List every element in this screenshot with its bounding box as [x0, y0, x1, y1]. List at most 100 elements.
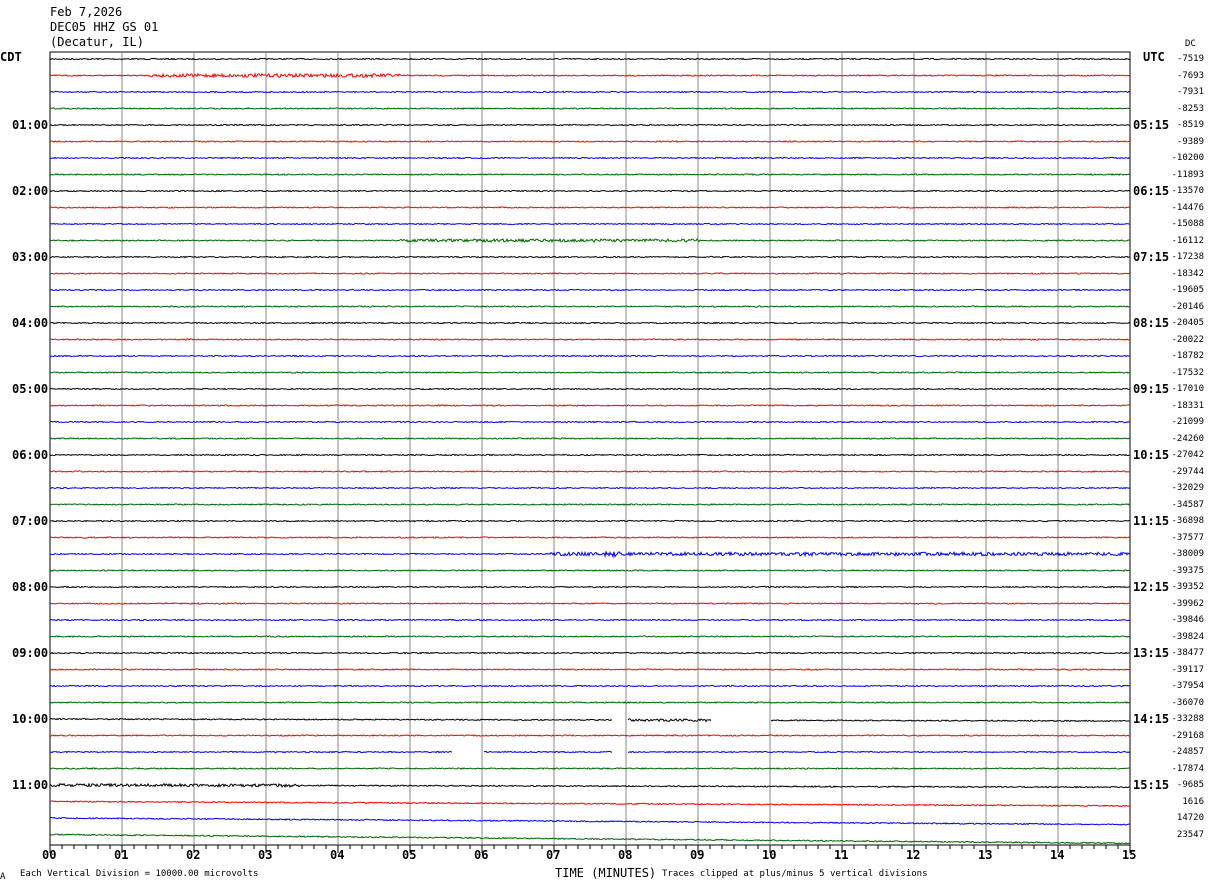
- cdt-hour-label: 11:00: [12, 778, 49, 792]
- trace-offset-label: -17532: [1171, 367, 1204, 378]
- trace-offset-label: -7693: [1176, 70, 1204, 81]
- date-label: Feb 7,2026: [50, 5, 123, 19]
- seismic-trace: [49, 684, 1131, 688]
- trace-offset-label: -29168: [1171, 730, 1204, 741]
- left-timezone-label: CDT: [0, 50, 22, 64]
- seismic-trace: [49, 486, 1131, 490]
- seismic-trace: [49, 272, 1131, 275]
- trace-offset-label: -37954: [1171, 681, 1204, 691]
- seismic-trace: [49, 206, 1131, 209]
- seismic-trace: [49, 800, 1131, 808]
- seismic-trace: [49, 503, 1131, 506]
- x-tick-label: 04: [330, 848, 345, 862]
- trace-offset-label: -11893: [1171, 169, 1204, 180]
- cdt-hour-label: 03:00: [12, 250, 49, 264]
- trace-offset-label: -39846: [1171, 615, 1204, 625]
- x-tick-label: 07: [546, 848, 561, 862]
- seismic-trace: [50, 420, 1131, 424]
- x-tick-label: 03: [258, 848, 273, 862]
- seismic-trace: [49, 387, 1131, 391]
- seismic-trace: [49, 767, 1131, 770]
- trace-offset-label: 1616: [1182, 796, 1204, 807]
- x-tick-label: 09: [690, 848, 705, 862]
- seismic-trace: [49, 189, 1131, 193]
- trace-offset-label: -14476: [1171, 202, 1204, 213]
- trace-offset-label: -17010: [1171, 384, 1204, 394]
- trace-offset-label: -20022: [1171, 334, 1204, 345]
- x-tick-label: 08: [618, 848, 633, 862]
- cdt-hour-label: 01:00: [12, 118, 49, 132]
- x-tick-label: 10: [762, 848, 777, 862]
- cdt-hour-label: 08:00: [12, 580, 49, 594]
- cdt-hour-label: 09:00: [12, 646, 49, 660]
- trace-offset-label: -33288: [1171, 714, 1204, 724]
- trace-offset-label: -27042: [1171, 450, 1204, 460]
- trace-offset-label: -39962: [1171, 598, 1204, 609]
- seismic-trace: [49, 651, 1131, 655]
- seismic-trace: [49, 107, 1131, 110]
- seismic-trace: [49, 237, 1131, 244]
- seismic-trace: [49, 57, 1131, 61]
- trace-offset-label: -18331: [1171, 400, 1204, 411]
- trace-offset-label: -17874: [1171, 763, 1204, 774]
- x-tick-label: 06: [474, 848, 489, 862]
- seismic-trace: [49, 453, 1131, 457]
- location-label: (Decatur, IL): [50, 35, 144, 49]
- seismic-trace: [50, 437, 1131, 440]
- corner-mark: A: [0, 872, 6, 882]
- trace-offset-label: -24857: [1171, 747, 1204, 757]
- seismic-trace: [49, 156, 1131, 160]
- trace-offset-label: -39117: [1171, 664, 1204, 675]
- cdt-hour-label: 04:00: [12, 316, 49, 330]
- trace-offset-label: -17238: [1171, 252, 1204, 262]
- seismic-trace: [49, 305, 1131, 308]
- trace-offset-label: -36898: [1171, 516, 1204, 526]
- seismic-trace: [50, 354, 1131, 358]
- trace-offset-label: -7931: [1176, 87, 1204, 97]
- trace-offset-label: -9389: [1176, 136, 1204, 147]
- x-tick-label: 15: [1122, 848, 1137, 862]
- seismic-trace: [49, 602, 1131, 605]
- trace-offset-label: -8253: [1176, 103, 1204, 114]
- plot-frame: [49, 51, 1131, 846]
- seismic-trace: [49, 569, 1131, 572]
- cdt-hour-label: 10:00: [12, 712, 49, 726]
- trace-offset-label: -39375: [1171, 565, 1204, 576]
- x-tick-label: 05: [402, 848, 417, 862]
- utc-hour-label: 15:15: [1133, 778, 1170, 792]
- trace-offset-label: -18782: [1171, 351, 1204, 361]
- x-axis-label: TIME (MINUTES): [555, 866, 657, 880]
- trace-offset-label: -38477: [1171, 648, 1204, 658]
- trace-offset-label: 14720: [1176, 813, 1204, 823]
- seismic-trace: [49, 618, 1131, 622]
- utc-hour-label: 10:15: [1133, 448, 1170, 462]
- seismic-trace: [49, 833, 1131, 845]
- trace-offset-label: -9685: [1176, 780, 1204, 790]
- seismic-trace: [49, 734, 1131, 737]
- trace-offset-label: -20405: [1171, 318, 1204, 328]
- seismic-trace: [49, 782, 1131, 789]
- station-label: DEC05 HHZ GS 01: [50, 20, 159, 34]
- trace-offset-label: -18342: [1171, 268, 1204, 279]
- utc-hour-label: 12:15: [1133, 580, 1170, 594]
- cdt-hour-label: 05:00: [12, 382, 49, 396]
- right-timezone-label: UTC: [1143, 50, 1165, 64]
- seismic-trace: [49, 750, 1131, 754]
- seismic-trace: [49, 140, 1131, 143]
- clipping-note: Traces clipped at plus/minus 5 vertical …: [662, 869, 928, 879]
- utc-hour-label: 11:15: [1133, 514, 1170, 528]
- trace-offset-label: -13570: [1171, 186, 1204, 196]
- seismic-trace: [49, 173, 1131, 176]
- x-tick-label: 13: [978, 848, 993, 862]
- seismic-trace: [49, 288, 1131, 292]
- cdt-hour-label: 07:00: [12, 514, 49, 528]
- x-tick-label: 01: [114, 848, 129, 862]
- x-tick-label: 02: [186, 848, 201, 862]
- seismic-trace: [49, 470, 1131, 473]
- trace-offset-label: -19605: [1171, 285, 1204, 295]
- trace-offset-label: -39352: [1171, 582, 1204, 592]
- x-tick-label: 14: [1050, 848, 1065, 862]
- trace-offset-label: -39824: [1171, 631, 1204, 642]
- seismic-trace: [50, 371, 1131, 374]
- utc-hour-label: 14:15: [1133, 712, 1170, 726]
